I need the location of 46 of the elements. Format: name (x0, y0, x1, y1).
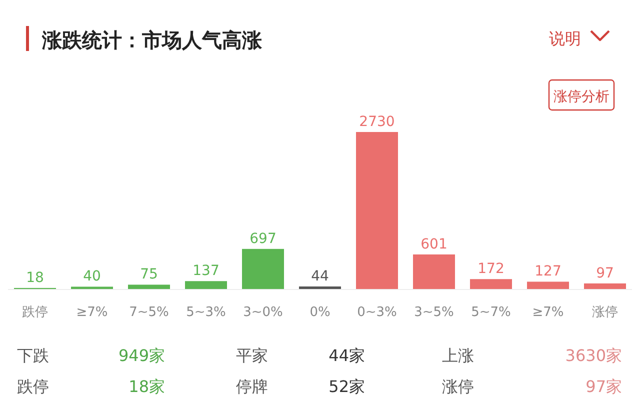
bar (470, 279, 512, 289)
x-tick-label: 5~3% (186, 305, 226, 320)
text: 18家 (128, 377, 165, 396)
x-tick-label: 3~5% (414, 305, 454, 320)
chart-title: 涨跌统计：市场人气高涨 (41, 28, 263, 52)
bar (527, 282, 569, 289)
x-tick-label: 7~5% (129, 305, 169, 320)
data-label: 137 (192, 263, 220, 280)
text: 平家 (236, 346, 268, 365)
bar (242, 248, 284, 289)
data-label: 127 (534, 264, 562, 280)
text: 下跌 (17, 346, 49, 365)
bar (185, 281, 227, 289)
text: 上涨 (442, 346, 474, 365)
x-tick-label: 跌停 (22, 305, 48, 320)
text: 涨停分析 (554, 89, 610, 105)
data-label: 601 (420, 236, 448, 252)
text: 停牌 (236, 377, 268, 396)
bar (128, 284, 170, 289)
x-tick-label: ≥7% (76, 305, 108, 320)
x-tick-label: 涨停 (592, 305, 618, 320)
bar (413, 254, 455, 289)
text: 949家 (118, 346, 165, 365)
data-label: 172 (478, 261, 504, 278)
x-tick-label: 3~0% (243, 305, 283, 320)
data-label: 44 (311, 268, 329, 284)
text: 44家 (328, 346, 365, 365)
data-label: 2730 (359, 114, 395, 130)
x-tick-label: 0~3% (357, 305, 397, 320)
x-tick-label: ≥7% (532, 305, 564, 320)
x-tick-label: 5~7% (471, 305, 511, 320)
bar (299, 286, 341, 289)
data-label: 40 (83, 268, 101, 285)
x-tick-label: 0% (310, 305, 330, 320)
bar (584, 283, 626, 289)
data-label: 75 (140, 266, 158, 283)
text: 说明 (549, 29, 581, 48)
text: 涨停 (442, 377, 474, 396)
data-label: 97 (596, 265, 614, 282)
text: 52家 (328, 377, 365, 396)
text: 跌停 (17, 377, 49, 396)
text: 97家 (586, 377, 622, 396)
data-label: 697 (250, 230, 276, 247)
text: 3630家 (565, 346, 622, 365)
data-label: 18 (26, 270, 44, 286)
bar (356, 132, 398, 289)
